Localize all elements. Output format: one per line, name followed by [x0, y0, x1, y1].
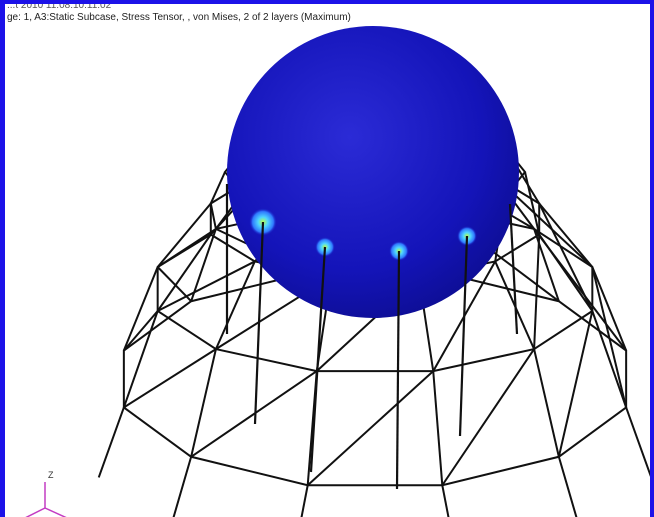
truss-strut	[533, 348, 560, 458]
collar-strut	[209, 171, 226, 204]
truss-strut	[538, 202, 594, 268]
sphere-body[interactable]	[227, 26, 519, 318]
support-leg	[557, 456, 578, 517]
support-leg	[625, 407, 650, 477]
result-title-text: ge: 1, A3:Static Subcase, Stress Tensor,…	[7, 12, 351, 23]
truss-brace	[123, 310, 159, 352]
support-leg	[97, 407, 125, 478]
truss-strut	[432, 371, 444, 486]
truss-brace	[157, 233, 212, 268]
truss-strut	[533, 228, 560, 302]
x-axis-line	[44, 507, 67, 517]
truss-strut	[156, 202, 212, 268]
sphere-leg	[508, 203, 519, 335]
truss-strut	[122, 310, 159, 408]
truss-brace	[591, 266, 628, 408]
truss-strut	[122, 266, 159, 351]
sphere-leg	[395, 250, 401, 490]
truss-brace	[533, 228, 627, 352]
support-leg	[441, 485, 450, 517]
truss-brace	[156, 266, 192, 302]
z-axis-label: Z	[48, 470, 54, 480]
truss-brace	[533, 234, 541, 350]
sphere-leg	[253, 221, 265, 425]
truss-strut	[190, 228, 217, 302]
y-axis-line	[25, 507, 46, 517]
truss-strut	[190, 348, 217, 458]
sphere-leg	[309, 246, 327, 473]
fem-model-scene[interactable]	[5, 4, 654, 517]
truss-brace	[209, 203, 217, 230]
truss-strut	[591, 310, 628, 408]
support-leg	[300, 485, 309, 517]
truss-brace	[190, 370, 318, 458]
truss-strut	[214, 261, 256, 350]
sphere-leg	[458, 235, 469, 437]
truss-brace	[307, 370, 434, 486]
support-leg	[172, 456, 193, 517]
truss-strut	[156, 233, 212, 312]
truss-brace	[557, 310, 594, 458]
timestamp-text: ...t 2010 11:08:10:11:02	[7, 0, 112, 11]
truss-strut	[591, 266, 628, 351]
front-legs	[225, 184, 519, 490]
axis-triad: Z	[25, 470, 67, 517]
truss-brace	[123, 348, 217, 409]
truss-brace	[157, 260, 256, 312]
truss-brace	[441, 348, 535, 486]
